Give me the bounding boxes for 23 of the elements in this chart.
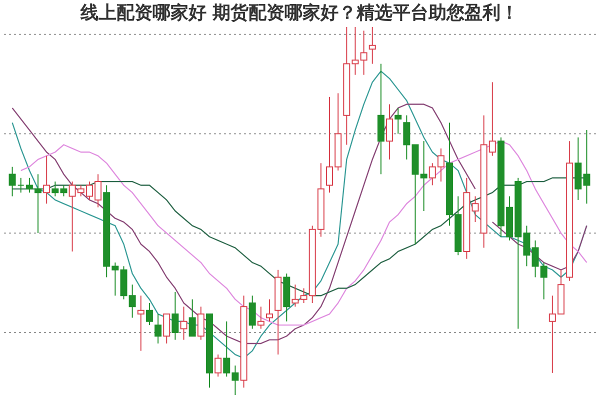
candlestick: [420, 140, 428, 212]
candlestick: [8, 166, 16, 197]
candlestick: [197, 306, 204, 340]
candlestick: [368, 26, 376, 64]
candlestick: [248, 295, 256, 330]
candlestick: [154, 314, 162, 344]
candlestick: [17, 177, 24, 194]
candlestick: [180, 306, 188, 340]
candlestick: [292, 284, 299, 308]
candlestick: [394, 107, 402, 134]
candlestick: [188, 298, 196, 337]
chart-title: 线上配资哪家好 期货配资哪家好？精选平台助您盈利！: [79, 2, 519, 24]
candlestick: [214, 354, 222, 378]
candlestick: [137, 295, 144, 352]
candlestick: [266, 298, 273, 322]
candlestick: [128, 284, 136, 318]
candlestick: [43, 155, 50, 204]
candlestick: [257, 306, 264, 330]
candlestick: [360, 30, 368, 76]
candlestick: [163, 314, 170, 344]
candlestick: [386, 104, 394, 160]
candlestick: [172, 291, 179, 340]
candlestick: [146, 302, 153, 326]
